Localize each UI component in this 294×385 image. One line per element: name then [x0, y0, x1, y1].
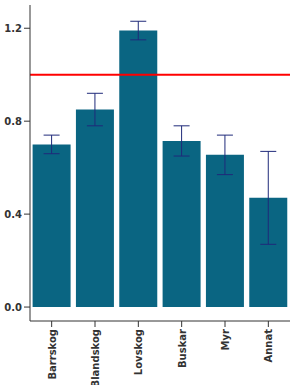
- svg-text:Barrskog: Barrskog: [47, 329, 58, 380]
- svg-text:Annat: Annat: [263, 329, 274, 363]
- svg-text:Lovskog: Lovskog: [133, 329, 144, 375]
- svg-text:Blandskog: Blandskog: [90, 329, 101, 385]
- svg-text:0.0: 0.0: [8, 302, 22, 313]
- svg-text:Myr: Myr: [220, 329, 231, 350]
- svg-text:Buskar: Buskar: [177, 329, 188, 368]
- svg-text:0.4: 0.4: [8, 209, 22, 220]
- svg-text:0.8: 0.8: [8, 116, 22, 127]
- svg-text:1.2: 1.2: [8, 23, 22, 34]
